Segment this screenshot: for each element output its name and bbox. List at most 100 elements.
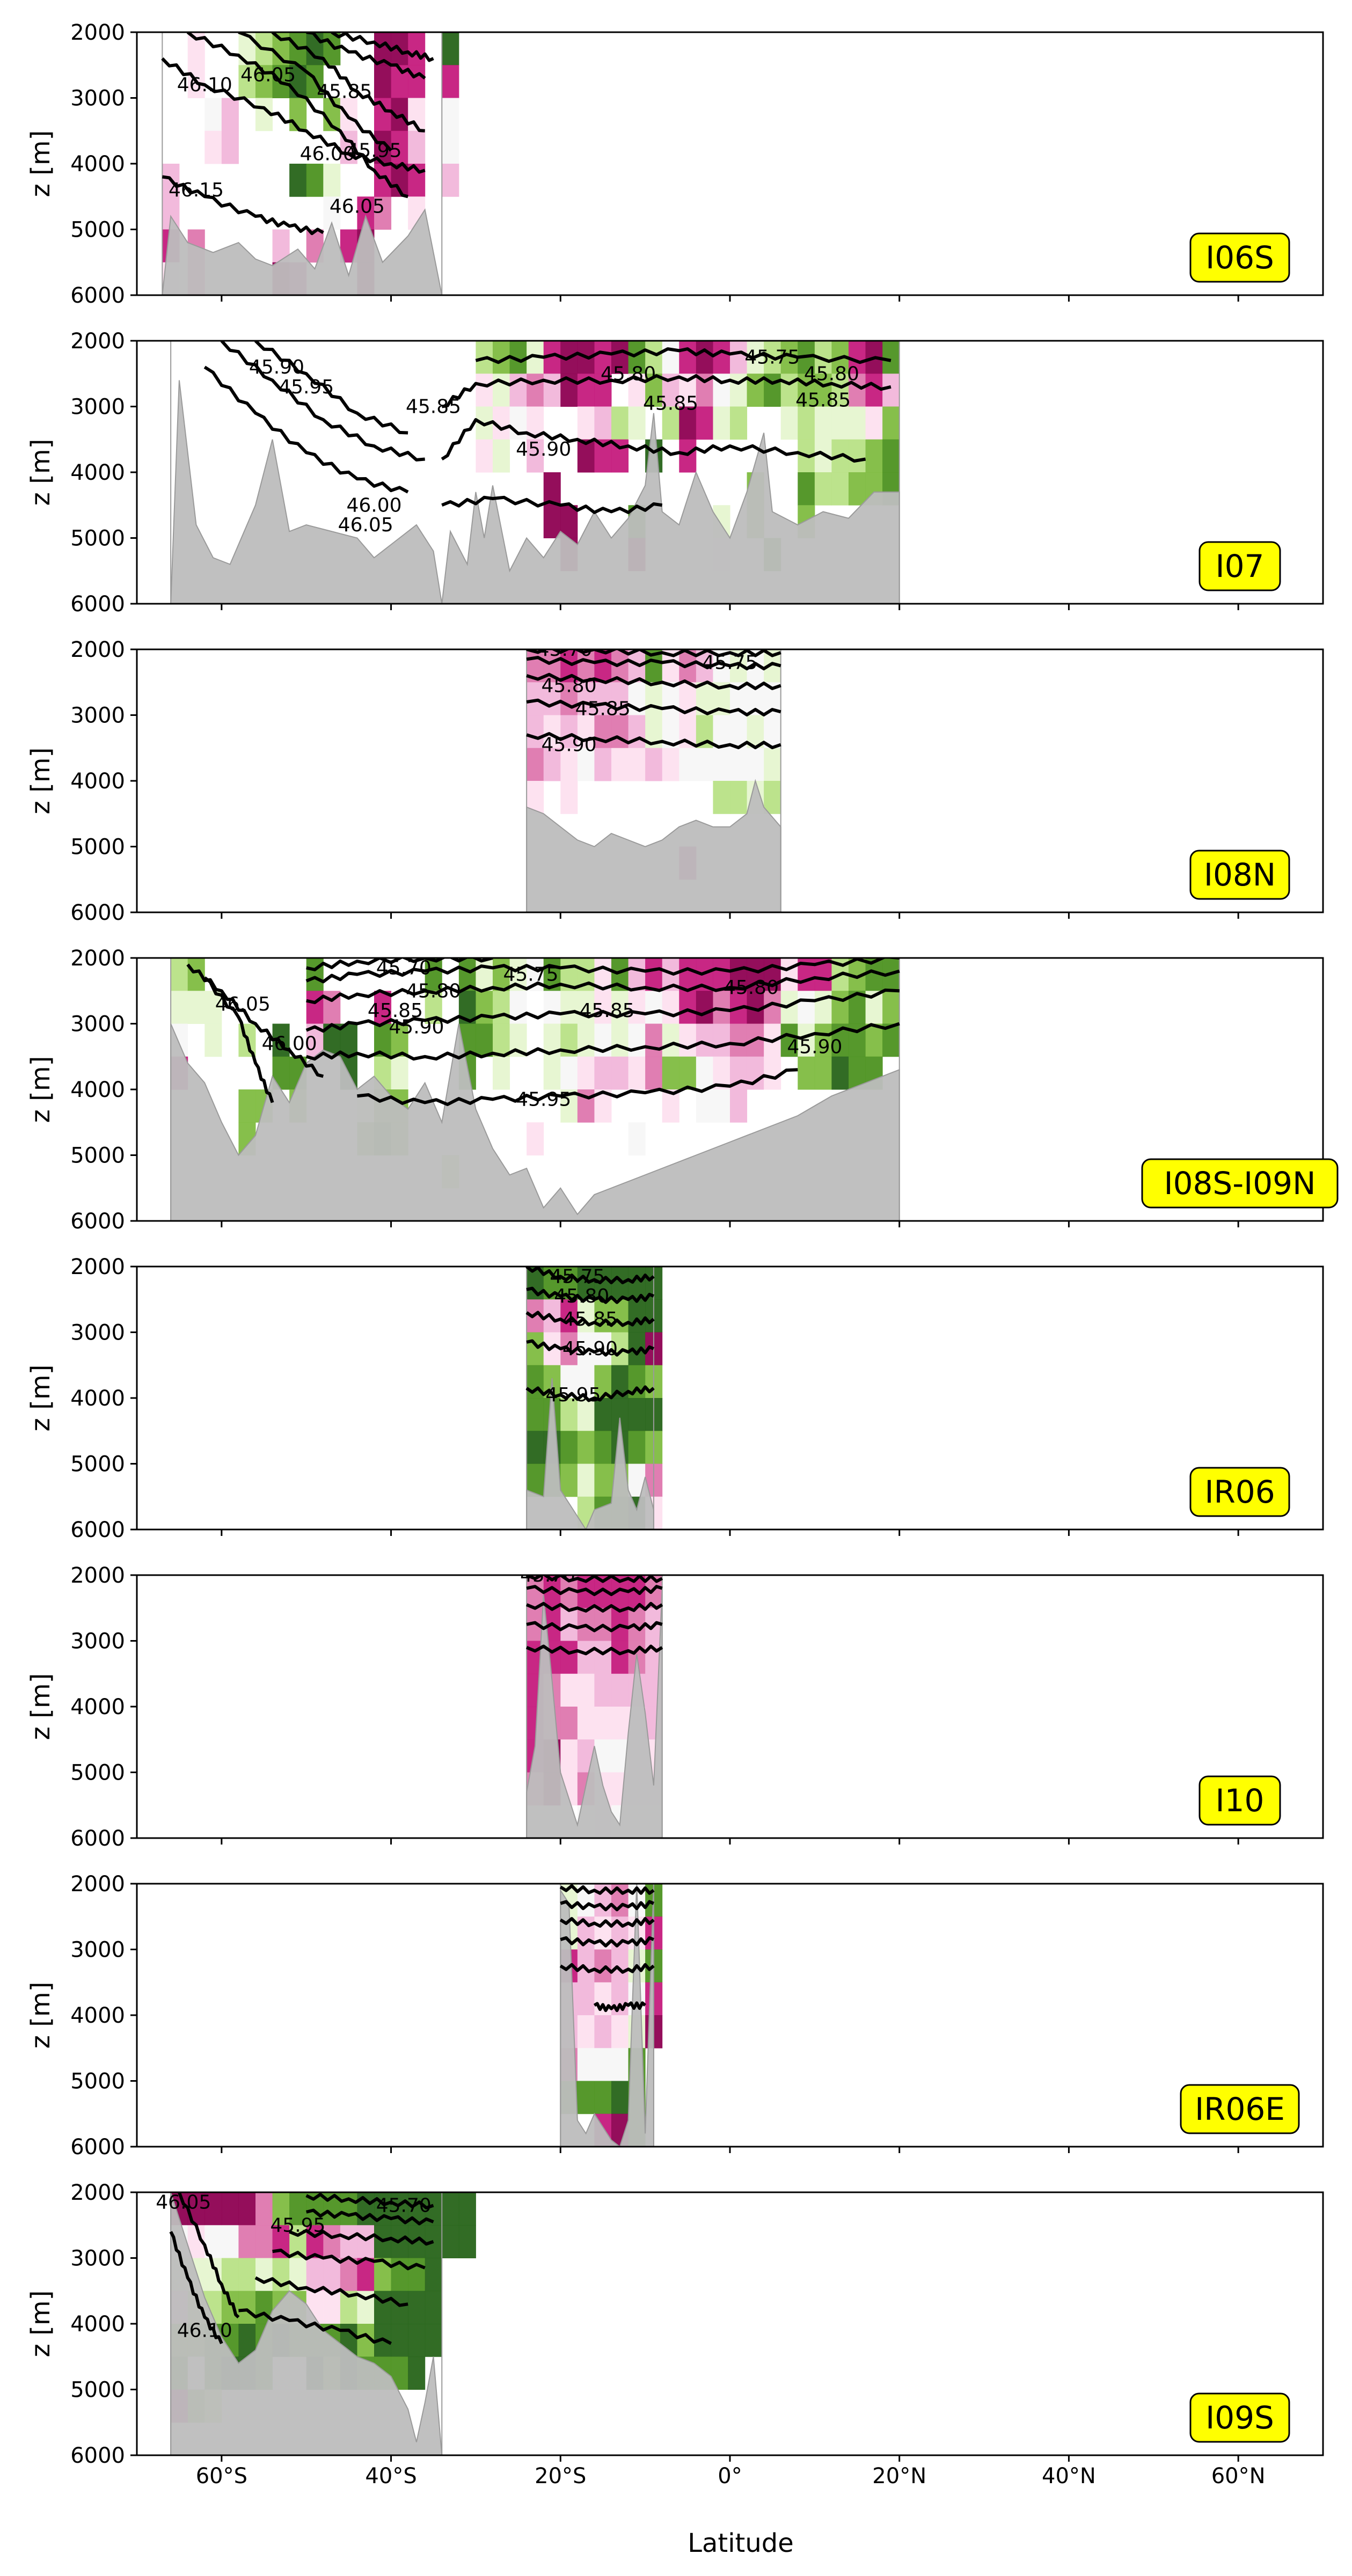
y-tick-label: 6000 [70,1826,125,1851]
contour-label: 45.75 [744,347,800,369]
y-tick-label: 6000 [70,1518,125,1542]
anomaly-cell [238,2225,256,2258]
anomaly-cell [560,781,578,814]
anomaly-cell [425,2324,442,2357]
anomaly-cell [458,2225,476,2258]
anomaly-cell [391,130,408,164]
anomaly-cell [713,406,730,440]
anomaly-cell [730,341,748,374]
anomaly-cell [408,2290,426,2324]
anomaly-cell [594,2048,612,2081]
anomaly-cell [798,1023,815,1057]
contour-label: 45.85 [562,1308,618,1330]
contour-label: 46.10 [177,74,232,96]
anomaly-cell [798,472,815,506]
anomaly-cell [577,748,595,781]
anomaly-cell [764,748,781,781]
anomaly-cell [594,1982,612,2016]
anomaly-cell [391,1056,408,1090]
anomaly-cell [289,98,307,131]
anomaly-cell [543,374,561,407]
anomaly-cell [560,682,578,715]
section-name: I09S [1205,2399,1274,2436]
plot-area: 45.70 45.95 46.10 46.05 [156,2192,476,2455]
anomaly-cell [780,1023,798,1057]
anomaly-cell [238,2192,256,2226]
contour-line [203,976,274,1103]
anomaly-cell [391,1023,408,1057]
contour-line [162,175,324,236]
anomaly-cell [594,649,612,683]
anomaly-cell [323,2225,341,2258]
anomaly-cell [527,1431,544,1464]
anomaly-cell [543,682,561,715]
contour-line [305,1022,900,1061]
anomaly-cell [577,1431,595,1464]
contour-line [560,1900,655,1912]
anomaly-cell [662,406,679,440]
anomaly-cell [306,991,324,1024]
anomaly-cell [340,2258,357,2292]
anomaly-cell [645,341,663,374]
contour-line [306,969,900,1005]
anomaly-cell [594,748,612,781]
anomaly-cell [221,2258,239,2292]
section-badge [1198,1775,1281,1826]
anomaly-cell [882,406,900,440]
anomaly-cell [713,781,730,814]
anomaly-cell [577,2015,595,2048]
anomaly-cell [662,1089,679,1123]
anomaly-cell [865,406,883,440]
contour-label: 46.05 [215,993,271,1015]
anomaly-cell [611,1267,629,1300]
anomaly-cell [493,958,510,991]
anomaly-cell [831,1056,849,1090]
anomaly-cell [611,748,629,781]
contour-line [526,1339,655,1357]
anomaly-cell [204,98,222,131]
anomaly-cell [204,1023,222,1057]
anomaly-cell [831,406,849,440]
anomaly-cell [696,1056,713,1090]
contour-line [441,495,663,514]
anomaly-cell [527,374,544,407]
anomaly-cell [560,1641,578,1674]
anomaly-cell [560,1707,578,1740]
y-axis-title: z [m] [26,2290,56,2358]
anomaly-cell [238,2290,256,2324]
plot-area: 45.70 [520,1575,663,1838]
anomaly-cell [713,1089,730,1123]
anomaly-cell [882,374,900,407]
anomaly-cell [662,1056,679,1090]
anomaly-cell [662,682,679,715]
bathymetry [526,1588,663,1838]
anomaly-cell [628,1431,646,1464]
anomaly-cell [814,406,832,440]
bathymetry [170,1023,900,1221]
anomaly-cell [374,991,392,1024]
y-tick-label: 2000 [70,2180,125,2205]
anomaly-cell [662,1023,679,1057]
anomaly-cell [255,2225,273,2258]
contour-line [526,656,781,671]
anomaly-cell [730,406,748,440]
contour-label: 46.00 [300,143,355,165]
anomaly-cell [611,1707,629,1740]
contour-line [306,958,493,971]
anomaly-cell [543,715,561,749]
anomaly-cell [255,2192,273,2226]
anomaly-cell [696,406,713,440]
contour-label: 45.90 [249,356,304,378]
anomaly-cell [696,1089,713,1123]
y-tick-label: 3000 [70,1629,125,1654]
anomaly-cell [628,1398,646,1431]
y-axis-title: z [m] [26,439,56,506]
contour-line [526,698,781,716]
anomaly-cell [611,1299,629,1333]
contour-line [254,2276,408,2307]
contour-line [169,2231,223,2344]
contour-label: 46.00 [346,494,401,516]
contour-line [526,1585,663,1597]
anomaly-cell [408,130,426,164]
